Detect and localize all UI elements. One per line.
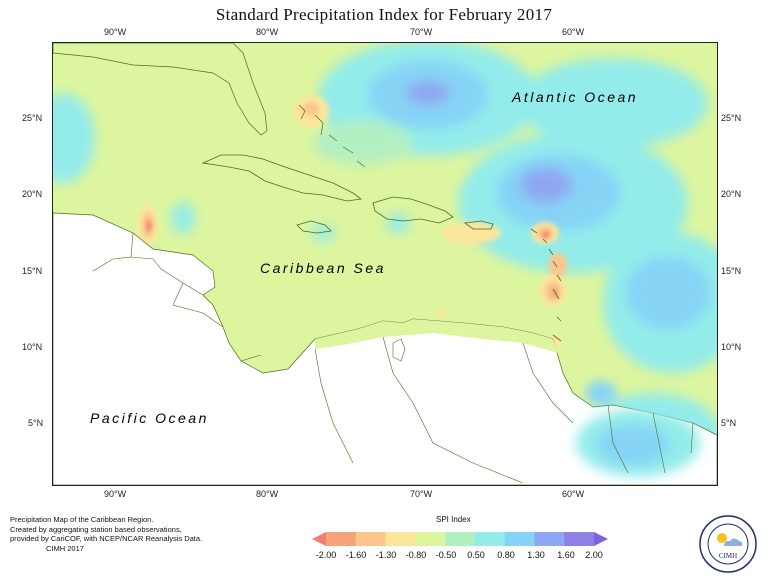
- legend-color-cell: [534, 532, 565, 546]
- lon-label-bottom: 70°W: [410, 489, 433, 499]
- footnote-line: provided by CariCOF, with NCEP/NCAR Rean…: [10, 534, 203, 543]
- footnote-line: Created by aggregating station based obs…: [10, 524, 182, 534]
- legend-tick: 1.60: [557, 550, 575, 560]
- caribbean-sea-label: Caribbean Sea: [260, 260, 386, 276]
- legend-tick: 2.00: [585, 550, 603, 560]
- country-borders: [92, 232, 694, 484]
- lon-label-top: 60°W: [562, 27, 585, 37]
- puerto-rico: [463, 220, 494, 230]
- legend-tick: -1.30: [375, 550, 397, 560]
- legend-color-cell: [326, 532, 357, 546]
- jamaica: [296, 220, 332, 234]
- lon-label-top: 90°W: [104, 27, 127, 37]
- footnote-line: CIMH 2017: [46, 543, 84, 553]
- legend-high-arrow: [594, 532, 608, 546]
- legend-color-cell: [385, 532, 416, 546]
- florida: [53, 43, 268, 136]
- spi-guianas: [576, 385, 700, 477]
- lon-label-top: 70°W: [410, 27, 433, 37]
- lat-label-left: 20°N: [22, 189, 43, 199]
- footnote-line: Precipitation Map of the Caribbean Regio…: [10, 515, 154, 524]
- lon-label-bottom: 90°W: [104, 489, 127, 499]
- legend-color-cell: [445, 532, 476, 546]
- lat-label-right: 20°N: [721, 189, 742, 199]
- lake-maracaibo: [392, 338, 406, 362]
- lon-label-bottom: 60°W: [562, 489, 585, 499]
- cuba: [201, 154, 363, 202]
- legend-color-cell: [355, 532, 387, 546]
- lon-label-bottom: 80°W: [256, 489, 279, 499]
- lesser-antilles: [530, 228, 562, 342]
- legend-color-cell: [564, 532, 595, 546]
- legend-title: SPI Index: [436, 515, 471, 524]
- legend-tick: -1.60: [345, 550, 367, 560]
- lat-label-right: 5°N: [721, 418, 737, 428]
- spi-map: [52, 42, 718, 486]
- lon-label-top: 80°W: [256, 27, 279, 37]
- legend-tick: -0.50: [435, 550, 457, 560]
- cloud-icon: [724, 538, 743, 546]
- map-title: Standard Precipitation Index for Februar…: [215, 5, 553, 24]
- legend-tick: 1.30: [527, 550, 545, 560]
- legend-tick: 0.50: [467, 550, 485, 560]
- legend-low-arrow: [312, 532, 326, 546]
- legend-color-cell: [504, 532, 535, 546]
- logo-name: CIMH: [719, 552, 737, 560]
- footnote: Precipitation Map of the Caribbean Regio…: [10, 515, 202, 553]
- bahamas: [298, 104, 366, 168]
- lat-label-right: 25°N: [721, 113, 742, 123]
- lat-label-left: 15°N: [22, 266, 43, 276]
- lat-label-left: 5°N: [28, 418, 44, 428]
- lat-label-left: 25°N: [22, 113, 43, 123]
- lat-label-right: 10°N: [721, 342, 742, 352]
- spi-coastal-strip: [315, 319, 558, 353]
- lat-label-left: 10°N: [22, 342, 43, 352]
- legend-tick: -2.00: [315, 550, 337, 560]
- pacific-ocean-label: Pacific Ocean: [90, 410, 209, 426]
- legend-tick: -0.80: [405, 550, 427, 560]
- legend-tick: 0.80: [497, 550, 515, 560]
- legend-colorbar: [312, 532, 608, 546]
- spi-dry-areas: [138, 95, 567, 347]
- sun-icon: [717, 533, 727, 543]
- cimh-logo: CIMH: [699, 515, 757, 573]
- hispaniola: [372, 196, 454, 224]
- atlantic-ocean-label: Atlantic Ocean: [512, 89, 639, 105]
- legend-color-cell: [415, 532, 446, 546]
- lat-label-right: 15°N: [721, 266, 742, 276]
- legend-color-cell: [474, 532, 506, 546]
